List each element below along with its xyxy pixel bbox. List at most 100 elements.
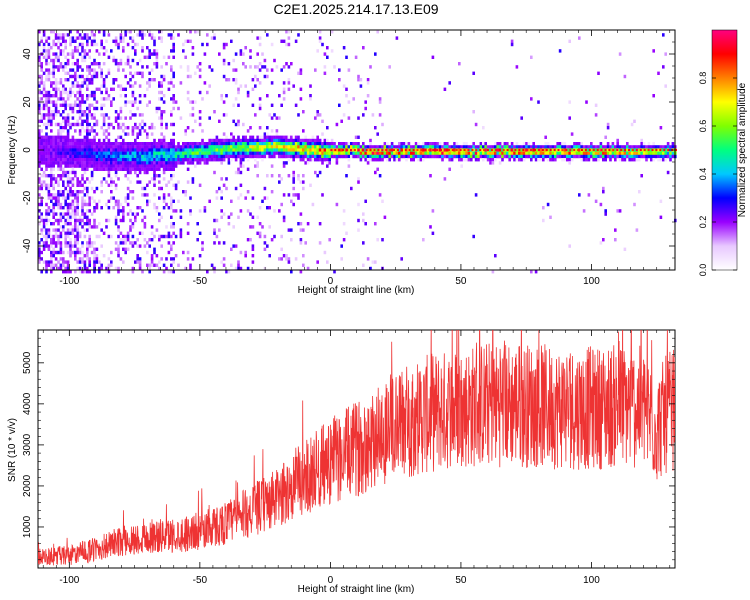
spectrogram-cell [117, 145, 120, 149]
spectrogram-cell [249, 148, 252, 152]
spectrogram-cell [215, 190, 219, 194]
spectrogram-cell [580, 142, 583, 146]
spectrogram-cell [52, 39, 55, 43]
spectrogram-cell [479, 145, 483, 149]
spectrogram-cell [299, 151, 303, 155]
spectrogram-cell [50, 129, 53, 133]
spectrogram-cell [268, 135, 271, 139]
spectrogram-cell [566, 151, 569, 155]
spectrogram-cell [196, 238, 199, 242]
spectrogram-cell [376, 238, 379, 242]
spectrogram-cell [126, 164, 130, 168]
spectrogram-cell [186, 180, 190, 184]
spectrogram-cell [54, 87, 58, 91]
spectrogram-cell [254, 154, 257, 159]
spectrogram-cell [38, 132, 41, 136]
spectrogram-cell [508, 148, 511, 152]
spectrogram-cell [122, 158, 125, 162]
spectrogram-cell [297, 71, 300, 75]
spectrogram-cell [393, 154, 396, 159]
spectrogram-cell [614, 151, 617, 155]
spectrogram-cell [54, 113, 58, 117]
spectrogram-cell [143, 55, 147, 59]
spectrogram-cell [83, 199, 87, 203]
spectrogram-cell [52, 68, 55, 72]
spectrogram-cell [47, 97, 51, 101]
spectrogram-cell [83, 119, 87, 123]
spectrogram-cell [398, 154, 401, 159]
spectrogram-cell [88, 151, 91, 155]
spectrogram-cell [47, 49, 51, 53]
spectrogram-cell [191, 100, 195, 104]
spectrogram-cell [117, 161, 120, 165]
spectrogram-cell [42, 151, 46, 155]
spectrogram-cell [83, 110, 87, 114]
spectrogram-cell [453, 142, 456, 146]
spectrogram-cell [280, 234, 283, 239]
spectrogram-cell [102, 158, 106, 162]
spectrogram-cell [66, 260, 70, 264]
spectrogram-cell [620, 149, 623, 151]
spectrogram-cell [57, 222, 60, 226]
spectrogram-cell [218, 142, 221, 146]
spectrogram-cell [40, 113, 43, 117]
spectrogram-cell [342, 142, 346, 146]
spectrogram-cell [299, 154, 303, 159]
spectrogram-cell [86, 52, 89, 56]
spectrogram-cell [93, 58, 96, 63]
spectrogram-cell [498, 151, 502, 155]
spectrogram-cell [102, 154, 106, 159]
spectrogram-cell [76, 68, 79, 72]
spectrogram-cell [117, 65, 120, 69]
snr-x-tick-label: 0 [328, 575, 334, 586]
spectrogram-cell [141, 164, 144, 168]
spectrogram-cell [54, 212, 58, 216]
spectrogram-cell [215, 196, 219, 200]
spectrogram-cell [119, 148, 123, 152]
spectrogram-cell [71, 145, 75, 149]
spectrogram-cell [131, 225, 135, 229]
spectrogram-cell [93, 257, 96, 261]
spectrogram-cell [234, 158, 238, 162]
spectrogram-cell [326, 142, 329, 146]
spectrogram-cell [210, 154, 214, 159]
spectrogram-cell [278, 151, 281, 155]
spectrogram-cell [45, 113, 48, 117]
spectrogram-cell [160, 119, 163, 123]
spectrogram-cell [50, 164, 53, 168]
spectrogram-cell [258, 206, 262, 210]
spectrogram-cell [573, 145, 576, 149]
spectrogram-cell [64, 218, 67, 223]
spectrogram-cell [446, 142, 449, 146]
spectrogram-cell [52, 74, 55, 79]
spectrogram-cell [230, 263, 233, 267]
spectrogram-cell [345, 87, 348, 91]
spectrogram-cell [107, 161, 111, 165]
spectrogram-cell [407, 154, 411, 159]
spectrogram-cell [95, 167, 99, 171]
spectrogram-cell [170, 148, 173, 152]
spectrogram-cell [78, 94, 82, 98]
spectrogram-cell [172, 167, 175, 171]
spectrogram-cell [38, 222, 41, 226]
spectrogram-cell [186, 65, 190, 69]
spectrogram-cell [299, 71, 303, 75]
spectrogram-cell [38, 158, 41, 162]
spectrogram-cell [172, 231, 175, 235]
spectrogram-cell [522, 149, 525, 151]
spectrogram-cell [249, 145, 252, 149]
spectrogram-cell [42, 260, 46, 264]
spectrogram-cell [66, 180, 70, 184]
spectrogram-cell [98, 158, 101, 162]
snr-y-tick-label: 1000 [22, 515, 33, 538]
spectrogram-cell [146, 81, 149, 85]
spectrogram-cell [59, 148, 63, 152]
spectrogram-cell [134, 218, 137, 223]
spectrogram-cell [357, 135, 360, 139]
spectrogram-cell [81, 241, 84, 245]
spectrogram-cell [52, 81, 55, 85]
spectrogram-cell [71, 68, 75, 72]
spectrogram-cell [369, 145, 372, 149]
spectrogram-cell [126, 167, 130, 171]
spectrogram-cell [659, 145, 663, 149]
